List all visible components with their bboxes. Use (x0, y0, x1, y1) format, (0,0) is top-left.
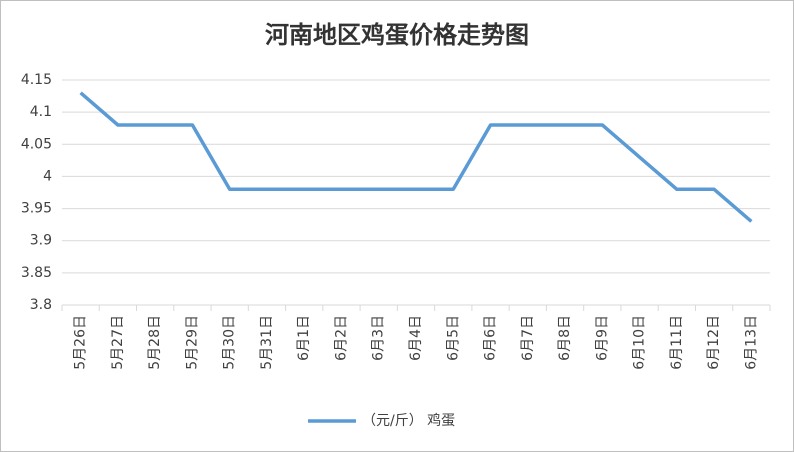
chart-title: 河南地区鸡蛋价格走势图 (265, 21, 529, 49)
y-tick-label: 4.05 (21, 136, 52, 152)
x-tick-label: 5月30日 (222, 315, 238, 370)
x-tick-label: 6月11日 (669, 315, 685, 370)
y-tick-label: 4 (43, 168, 52, 184)
legend-label: （元/斤） 鸡蛋 (362, 412, 455, 429)
x-tick-label: 6月10日 (632, 315, 648, 370)
y-tick-label: 4.15 (21, 72, 52, 88)
x-tick-label: 6月13日 (743, 315, 759, 370)
x-tick-label: 5月26日 (73, 315, 89, 370)
line-series (79, 91, 753, 223)
x-tick-label: 5月27日 (110, 315, 126, 370)
x-tick-label: 6月8日 (557, 315, 573, 361)
x-tick-label: 5月31日 (259, 315, 275, 370)
x-tick-label: 5月28日 (147, 315, 163, 370)
x-tick-label: 5月29日 (184, 315, 200, 370)
x-tick-label: 6月5日 (445, 315, 461, 361)
y-tick-label: 3.85 (21, 265, 52, 281)
x-tick-label: 6月2日 (333, 315, 349, 361)
x-tick-label: 6月12日 (706, 315, 722, 370)
y-tick-label: 4.1 (30, 104, 52, 120)
x-tick-label: 6月1日 (296, 315, 312, 361)
y-tick-label: 3.9 (30, 233, 52, 249)
x-tick-label: 6月4日 (408, 315, 424, 361)
x-tick-label: 6月9日 (594, 315, 610, 361)
x-tick-label: 6月6日 (483, 315, 499, 361)
y-tick-label: 3.95 (21, 201, 52, 217)
y-tick-label: 3.8 (30, 297, 52, 313)
x-tick-label: 6月3日 (371, 315, 387, 361)
x-tick-label: 6月7日 (520, 315, 536, 361)
